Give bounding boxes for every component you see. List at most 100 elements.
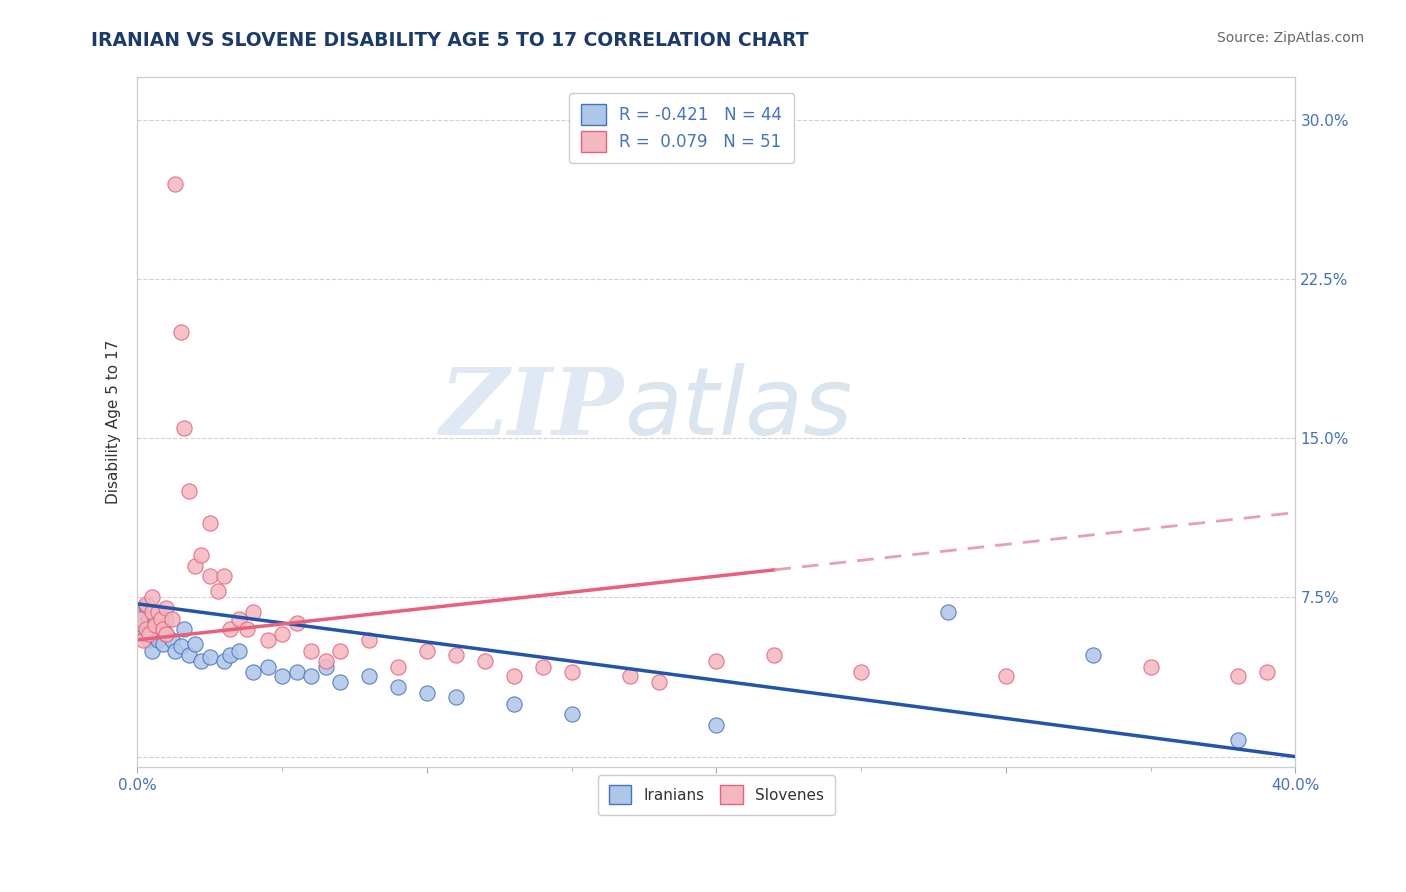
Point	[271, 626, 294, 640]
Point	[160, 632, 183, 647]
Point	[132, 632, 155, 647]
Point	[184, 558, 207, 573]
Point	[387, 660, 409, 674]
Point	[219, 648, 242, 662]
Point	[315, 660, 337, 674]
Point	[143, 629, 166, 643]
Point	[561, 707, 583, 722]
Point	[212, 654, 235, 668]
Point	[1139, 660, 1161, 674]
Point	[198, 569, 221, 583]
Y-axis label: Disability Age 5 to 17: Disability Age 5 to 17	[107, 340, 121, 505]
Point	[1256, 665, 1278, 679]
Text: IRANIAN VS SLOVENE DISABILITY AGE 5 TO 17 CORRELATION CHART: IRANIAN VS SLOVENE DISABILITY AGE 5 TO 1…	[91, 31, 808, 50]
Point	[1226, 732, 1249, 747]
Text: atlas: atlas	[624, 363, 852, 454]
Point	[141, 643, 163, 657]
Point	[329, 643, 352, 657]
Point	[387, 680, 409, 694]
Point	[141, 591, 163, 605]
Point	[285, 615, 308, 630]
Point	[152, 637, 174, 651]
Point	[502, 669, 524, 683]
Point	[135, 597, 157, 611]
Point	[212, 569, 235, 583]
Point	[242, 665, 264, 679]
Point	[285, 665, 308, 679]
Point	[146, 632, 169, 647]
Point	[299, 643, 322, 657]
Point	[357, 632, 380, 647]
Point	[173, 420, 195, 434]
Point	[256, 632, 278, 647]
Point	[129, 605, 152, 619]
Text: ZIP: ZIP	[440, 364, 624, 453]
Point	[155, 626, 177, 640]
Point	[141, 605, 163, 619]
Point	[149, 622, 172, 636]
Point	[936, 605, 959, 619]
Point	[256, 660, 278, 674]
Point	[141, 622, 163, 636]
Point	[228, 612, 250, 626]
Point	[416, 643, 439, 657]
Point	[129, 612, 152, 626]
Point	[155, 626, 177, 640]
Point	[132, 618, 155, 632]
Point	[994, 669, 1017, 683]
Point	[619, 669, 641, 683]
Point	[143, 615, 166, 630]
Point	[198, 516, 221, 531]
Point	[1226, 669, 1249, 683]
Point	[163, 643, 186, 657]
Point	[706, 718, 728, 732]
Point	[647, 675, 669, 690]
Point	[179, 484, 201, 499]
Point	[138, 632, 160, 647]
Point	[1081, 648, 1104, 662]
Point	[242, 605, 264, 619]
Text: Source: ZipAtlas.com: Source: ZipAtlas.com	[1216, 31, 1364, 45]
Point	[706, 654, 728, 668]
Point	[173, 622, 195, 636]
Point	[170, 640, 193, 654]
Point	[135, 626, 157, 640]
Point	[416, 686, 439, 700]
Point	[170, 325, 193, 339]
Point	[357, 669, 380, 683]
Point	[163, 177, 186, 191]
Point	[207, 584, 229, 599]
Point	[271, 669, 294, 683]
Legend: Iranians, Slovenes: Iranians, Slovenes	[598, 775, 835, 814]
Point	[228, 643, 250, 657]
Point	[152, 622, 174, 636]
Point	[138, 612, 160, 626]
Point	[849, 665, 872, 679]
Point	[179, 648, 201, 662]
Point	[146, 618, 169, 632]
Point	[299, 669, 322, 683]
Point	[143, 618, 166, 632]
Point	[315, 654, 337, 668]
Point	[502, 697, 524, 711]
Point	[198, 649, 221, 664]
Point	[444, 690, 467, 705]
Point	[190, 548, 212, 562]
Point	[474, 654, 496, 668]
Point	[160, 612, 183, 626]
Point	[138, 626, 160, 640]
Point	[531, 660, 554, 674]
Point	[155, 601, 177, 615]
Point	[763, 648, 786, 662]
Point	[236, 622, 259, 636]
Point	[135, 599, 157, 613]
Point	[561, 665, 583, 679]
Point	[135, 622, 157, 636]
Point	[149, 612, 172, 626]
Point	[146, 605, 169, 619]
Point	[329, 675, 352, 690]
Point	[155, 612, 177, 626]
Point	[219, 622, 242, 636]
Point	[444, 648, 467, 662]
Point	[190, 654, 212, 668]
